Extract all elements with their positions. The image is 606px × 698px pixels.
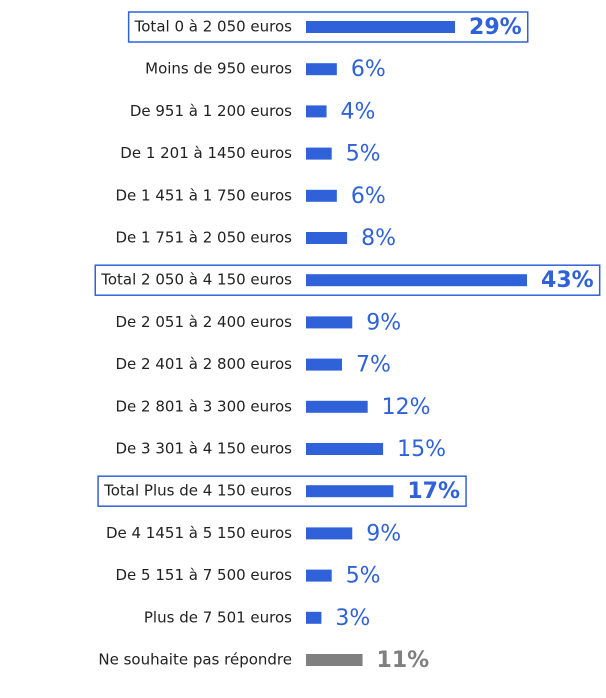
bar xyxy=(306,21,456,33)
category-label: Total Plus de 4 150 euros xyxy=(103,482,292,500)
bar xyxy=(306,485,394,498)
category-label: Plus de 7 501 euros xyxy=(144,608,292,626)
category-label: De 4 1451 à 5 150 euros xyxy=(106,524,292,542)
value-label: 12% xyxy=(382,395,431,420)
bar xyxy=(306,400,368,413)
category-label: De 2 401 à 2 800 euros xyxy=(116,355,293,373)
bar xyxy=(306,611,322,624)
category-label: De 1 451 à 1 750 euros xyxy=(116,186,293,204)
category-label: De 2 051 à 2 400 euros xyxy=(116,313,293,331)
value-label: 7% xyxy=(356,353,391,378)
value-label: 3% xyxy=(335,606,370,631)
value-label: 5% xyxy=(346,142,381,167)
bar xyxy=(306,63,337,76)
bar xyxy=(306,189,337,202)
bar xyxy=(306,232,348,244)
bar xyxy=(306,316,353,329)
bar xyxy=(306,569,332,582)
value-label: 5% xyxy=(346,564,381,589)
bar xyxy=(306,147,332,160)
value-label: 15% xyxy=(397,437,446,462)
category-label: De 2 801 à 3 300 euros xyxy=(116,397,293,415)
value-label: 8% xyxy=(361,226,396,251)
highlight-box xyxy=(97,475,467,507)
bar xyxy=(306,274,528,287)
bar xyxy=(306,105,327,118)
highlight-box xyxy=(94,264,601,296)
value-label: 43% xyxy=(541,268,594,293)
category-label: De 951 à 1 200 euros xyxy=(130,102,292,120)
bar xyxy=(306,654,363,666)
value-label: 9% xyxy=(366,310,401,335)
value-label: 11% xyxy=(377,648,430,673)
value-label: 6% xyxy=(351,57,386,82)
value-label: 6% xyxy=(351,184,386,209)
category-label: Moins de 950 euros xyxy=(145,60,292,78)
value-label: 29% xyxy=(469,15,522,40)
category-label: Total 2 050 à 4 150 euros xyxy=(100,271,292,289)
value-label: 17% xyxy=(407,479,460,504)
category-label: Ne souhaite pas répondre xyxy=(98,651,292,669)
category-label: De 1 201 à 1450 euros xyxy=(120,144,292,162)
bar xyxy=(306,527,353,540)
category-label: De 3 301 à 4 150 euros xyxy=(116,440,293,458)
bar xyxy=(306,358,342,371)
value-label: 4% xyxy=(341,99,376,124)
value-label: 9% xyxy=(366,521,401,546)
highlight-box xyxy=(127,11,529,43)
category-label: Total 0 à 2 050 euros xyxy=(134,18,293,36)
category-label: De 1 751 à 2 050 euros xyxy=(116,229,293,247)
bar xyxy=(306,443,384,455)
category-label: De 5 151 à 7 500 euros xyxy=(116,566,293,584)
